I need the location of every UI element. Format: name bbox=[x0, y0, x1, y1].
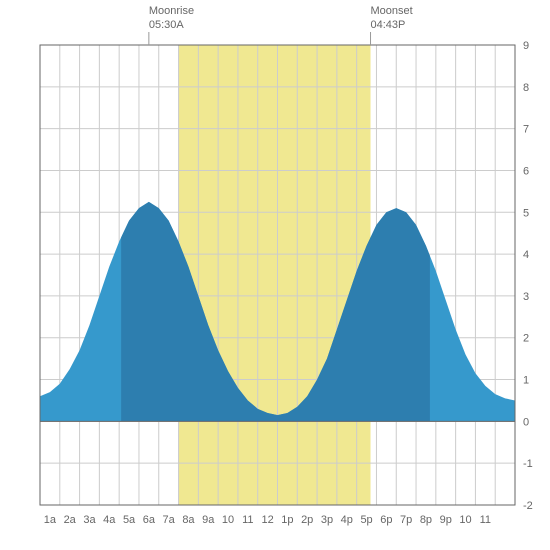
x-tick-label: 11 bbox=[480, 514, 491, 526]
x-tick-label: 7a bbox=[163, 514, 176, 526]
x-tick-label: 7p bbox=[400, 514, 412, 526]
x-tick-label: 8a bbox=[182, 514, 195, 526]
chart-svg: -2-101234567891a2a3a4a5a6a7a8a9a1011121p… bbox=[0, 0, 550, 550]
x-tick-label: 6a bbox=[143, 514, 156, 526]
x-tick-label: 9p bbox=[440, 514, 452, 526]
y-tick-label: 9 bbox=[523, 40, 529, 52]
y-tick-label: 7 bbox=[523, 124, 529, 136]
y-tick-label: 2 bbox=[523, 333, 529, 345]
y-tick-label: 0 bbox=[523, 416, 529, 428]
y-tick-label: 6 bbox=[523, 165, 529, 177]
y-tick-label: 5 bbox=[523, 207, 529, 219]
x-tick-label: 2a bbox=[64, 514, 77, 526]
x-tick-label: 9a bbox=[202, 514, 215, 526]
x-tick-label: 4p bbox=[341, 514, 353, 526]
y-tick-label: -2 bbox=[523, 500, 533, 512]
moonrise-label: Moonrise bbox=[149, 5, 194, 17]
x-tick-label: 11 bbox=[242, 514, 253, 526]
y-tick-label: 4 bbox=[523, 249, 529, 261]
x-tick-label: 1p bbox=[281, 514, 293, 526]
moonset-label: Moonset bbox=[371, 5, 413, 17]
x-tick-label: 8p bbox=[420, 514, 432, 526]
x-tick-label: 2p bbox=[301, 514, 313, 526]
y-tick-label: 8 bbox=[523, 82, 529, 94]
x-tick-label: 4a bbox=[103, 514, 116, 526]
moonrise-time: 05:30A bbox=[149, 19, 185, 31]
x-tick-label: 5a bbox=[123, 514, 136, 526]
x-tick-label: 3p bbox=[321, 514, 333, 526]
x-tick-label: 6p bbox=[380, 514, 392, 526]
y-tick-label: 3 bbox=[523, 291, 529, 303]
x-tick-label: 1a bbox=[44, 514, 57, 526]
x-tick-label: 12 bbox=[261, 514, 273, 526]
daylight-band bbox=[179, 45, 371, 505]
x-tick-label: 10 bbox=[459, 514, 471, 526]
tide-chart: -2-101234567891a2a3a4a5a6a7a8a9a1011121p… bbox=[0, 0, 550, 550]
x-tick-label: 3a bbox=[83, 514, 96, 526]
y-tick-label: -1 bbox=[523, 458, 533, 470]
moonset-time: 04:43P bbox=[371, 19, 406, 31]
x-tick-label: 10 bbox=[222, 514, 234, 526]
y-tick-label: 1 bbox=[523, 375, 529, 387]
x-tick-label: 5p bbox=[360, 514, 372, 526]
